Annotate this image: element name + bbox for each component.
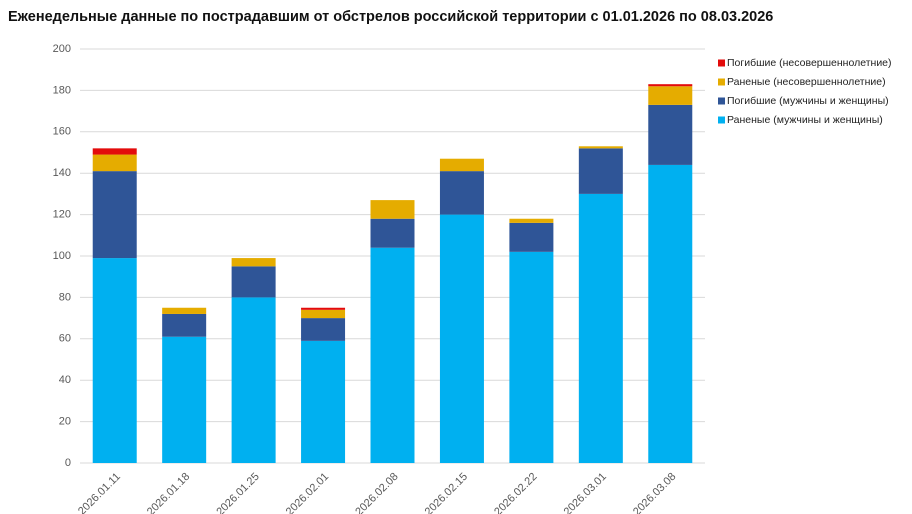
x-tick-label: 2026.02.08 bbox=[353, 471, 400, 514]
bar-segment bbox=[231, 297, 276, 463]
bar-segment bbox=[648, 86, 693, 105]
bar-segment bbox=[92, 154, 137, 172]
x-tick-label: 2026.01.11 bbox=[76, 471, 123, 514]
bar-segment bbox=[92, 148, 137, 155]
bar-segment bbox=[439, 158, 484, 172]
bar-segment bbox=[439, 171, 484, 215]
bar-segment bbox=[578, 193, 623, 463]
bar-segment bbox=[509, 218, 554, 223]
bar-segment bbox=[301, 318, 346, 341]
bar-segment bbox=[301, 340, 346, 463]
bar-segment bbox=[370, 218, 415, 248]
bar-segment bbox=[301, 309, 346, 319]
y-tick-label: 140 bbox=[53, 167, 71, 179]
y-tick-label: 200 bbox=[53, 43, 71, 55]
bar-segment bbox=[648, 164, 693, 464]
bar-segment bbox=[509, 222, 554, 252]
legend-label: Раненые (мужчины и женщины) bbox=[727, 114, 883, 126]
bar-segment bbox=[370, 200, 415, 219]
y-tick-label: 160 bbox=[53, 126, 71, 138]
bar-segment bbox=[509, 251, 554, 463]
bar-segment bbox=[648, 84, 693, 87]
x-tick-label: 2026.01.18 bbox=[145, 471, 192, 514]
bar-segment bbox=[301, 307, 346, 310]
y-tick-label: 60 bbox=[59, 333, 71, 345]
legend-swatch bbox=[718, 116, 725, 124]
y-tick-label: 80 bbox=[59, 291, 71, 303]
y-tick-label: 120 bbox=[53, 209, 71, 221]
legend-swatch bbox=[718, 78, 725, 86]
chart-title: Еженедельные данные по пострадавшим от о… bbox=[8, 9, 773, 25]
legend-label: Погибшие (несовершеннолетние) bbox=[727, 57, 892, 69]
x-tick-label: 2026.03.01 bbox=[562, 471, 609, 514]
bar-segment bbox=[578, 148, 623, 194]
x-tick-label: 2026.02.01 bbox=[284, 471, 331, 514]
legend-label: Погибшие (мужчины и женщины) bbox=[727, 95, 889, 107]
bar-segment bbox=[370, 247, 415, 463]
x-tick-label: 2026.02.22 bbox=[492, 471, 539, 514]
bar-segment bbox=[162, 313, 207, 337]
x-tick-label: 2026.03.08 bbox=[631, 471, 678, 514]
x-tick-label: 2026.01.25 bbox=[214, 471, 261, 514]
y-tick-label: 20 bbox=[59, 416, 71, 428]
y-tick-label: 100 bbox=[53, 250, 71, 262]
legend-label: Раненые (несовершеннолетние) bbox=[727, 76, 886, 88]
bar-segment bbox=[92, 171, 137, 259]
bar-segment bbox=[162, 307, 207, 314]
y-tick-label: 40 bbox=[59, 374, 71, 386]
bar-segment bbox=[162, 336, 207, 463]
bar-segment bbox=[92, 258, 137, 463]
y-tick-label: 180 bbox=[53, 84, 71, 96]
bar-segment bbox=[439, 214, 484, 463]
y-tick-label: 0 bbox=[65, 457, 71, 469]
x-tick-label: 2026.02.15 bbox=[423, 471, 470, 514]
bar-segment bbox=[231, 258, 276, 267]
legend: Раненые (мужчины и женщины) Погибшие (муж… bbox=[718, 57, 892, 126]
bar-segment bbox=[231, 266, 276, 298]
legend-swatch bbox=[718, 59, 725, 67]
legend-swatch bbox=[718, 97, 725, 105]
bar-segment bbox=[578, 146, 623, 149]
bar-segment bbox=[648, 104, 693, 165]
